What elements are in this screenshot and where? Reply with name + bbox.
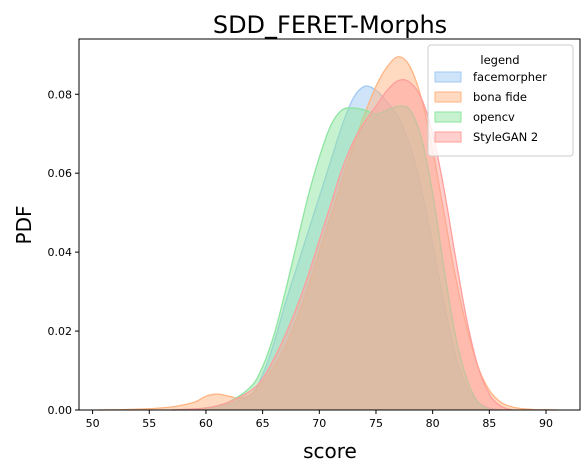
x-tick-label: 65 <box>256 417 270 430</box>
y-tick-label: 0.00 <box>48 404 73 417</box>
legend-title: legend <box>480 53 519 67</box>
x-tick-label: 50 <box>86 417 100 430</box>
legend-items: facemorpher bona fide opencv StyleGAN 2 <box>434 70 547 144</box>
x-axis-ticks: 50 55 60 65 70 75 80 85 90 <box>86 410 553 430</box>
y-tick-label: 0.06 <box>48 167 73 180</box>
x-tick-label: 55 <box>142 417 156 430</box>
legend-box <box>427 44 574 157</box>
line-stylegan-2 <box>171 79 513 411</box>
plot-frame <box>78 38 581 411</box>
legend-swatch <box>434 91 462 103</box>
area-stylegan-2 <box>171 79 512 410</box>
x-tick-label: 70 <box>312 417 326 430</box>
chart-title: SDD_FERET-Morphs <box>213 11 447 39</box>
y-tick-label: 0.04 <box>48 246 73 259</box>
legend: legend facemorpher bona fide opencv StyleGA… <box>427 44 574 157</box>
y-tick-label: 0.08 <box>48 88 73 101</box>
x-tick-label: 90 <box>539 417 553 430</box>
legend-swatch <box>434 71 462 83</box>
x-tick-label: 75 <box>369 417 383 430</box>
y-tick-label: 0.02 <box>48 325 73 338</box>
legend-label: facemorpher <box>473 70 547 84</box>
legend-label: StyleGAN 2 <box>473 130 538 144</box>
density-areas <box>98 56 558 411</box>
legend-label: opencv <box>473 110 515 124</box>
legend-swatch <box>434 111 462 123</box>
x-tick-label: 80 <box>426 417 440 430</box>
legend-swatch <box>434 131 462 143</box>
legend-label: bona fide <box>473 90 527 104</box>
x-tick-label: 60 <box>199 417 213 430</box>
x-tick-label: 85 <box>482 417 496 430</box>
y-axis-label: PDF <box>12 206 36 245</box>
x-axis-label: score <box>303 439 357 463</box>
y-axis-ticks: 0.00 0.02 0.04 0.06 0.08 <box>48 88 79 417</box>
